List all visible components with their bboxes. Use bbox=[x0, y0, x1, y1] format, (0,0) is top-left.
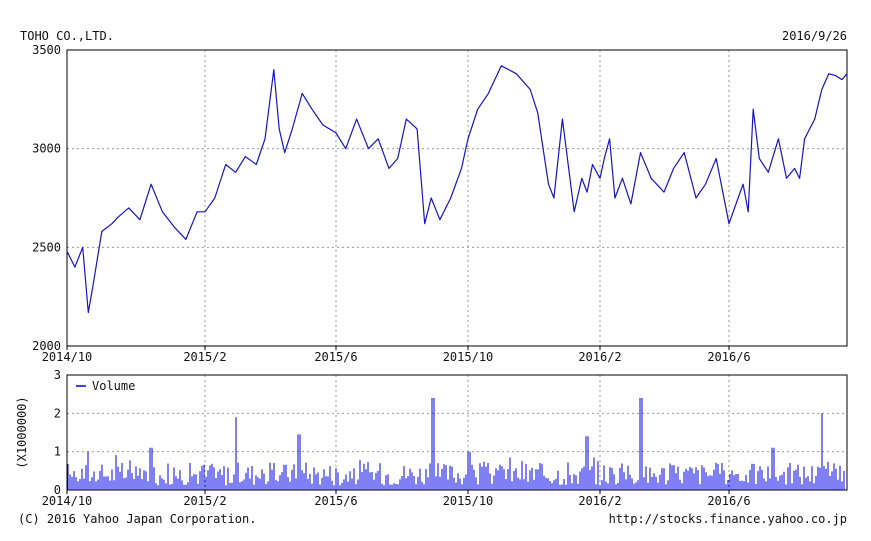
price-y-tick-label: 3500 bbox=[32, 43, 61, 57]
price-panel: 2000 2500 3000 3500 2014/10 2015/2 2015/6 2015/… bbox=[32, 43, 848, 364]
plot-frame bbox=[66, 374, 848, 491]
volume-x-tick-label: 2015/10 bbox=[443, 494, 494, 508]
volume-panel: 0 1 2 3 2014/10 2015/2 2015/6 2015/10 2016/2 2016… bbox=[15, 368, 848, 508]
price-x-tick-label: 2014/10 bbox=[42, 350, 93, 364]
copyright-text: (C) 2016 Yahoo Japan Corporation. bbox=[18, 512, 256, 526]
source-url: http://stocks.finance.yahoo.co.jp bbox=[609, 512, 847, 526]
volume-x-tick-label: 2014/10 bbox=[42, 494, 93, 508]
plot-frame bbox=[66, 49, 848, 347]
price-x-tick-label: 2015/10 bbox=[443, 350, 494, 364]
volume-y-tick-label: 2 bbox=[54, 406, 61, 420]
company-title: TOHO CO.,LTD. bbox=[20, 29, 114, 43]
price-x-tick-label: 2015/2 bbox=[183, 350, 226, 364]
volume-x-tick-label: 2015/6 bbox=[314, 494, 357, 508]
volume-y-tick-label: 1 bbox=[54, 445, 61, 459]
price-x-tick-label: 2016/6 bbox=[707, 350, 750, 364]
chart-date: 2016/9/26 bbox=[782, 29, 847, 43]
volume-y-tick-label: 3 bbox=[54, 368, 61, 382]
volume-legend-label: Volume bbox=[92, 379, 135, 393]
price-x-tick-label: 2016/2 bbox=[578, 350, 621, 364]
volume-x-tick-label: 2016/2 bbox=[578, 494, 621, 508]
volume-y-tick-label: 0 bbox=[54, 483, 61, 497]
volume-x-tick-label: 2015/2 bbox=[183, 494, 226, 508]
price-y-tick-label: 2000 bbox=[32, 339, 61, 353]
volume-x-tick-label: 2016/6 bbox=[707, 494, 750, 508]
volume-unit-label: (X1000000) bbox=[15, 396, 29, 468]
price-line bbox=[66, 65, 848, 314]
price-y-tick-label: 3000 bbox=[32, 142, 61, 156]
price-y-tick-label: 2500 bbox=[32, 240, 61, 254]
price-x-tick-label: 2015/6 bbox=[314, 350, 357, 364]
